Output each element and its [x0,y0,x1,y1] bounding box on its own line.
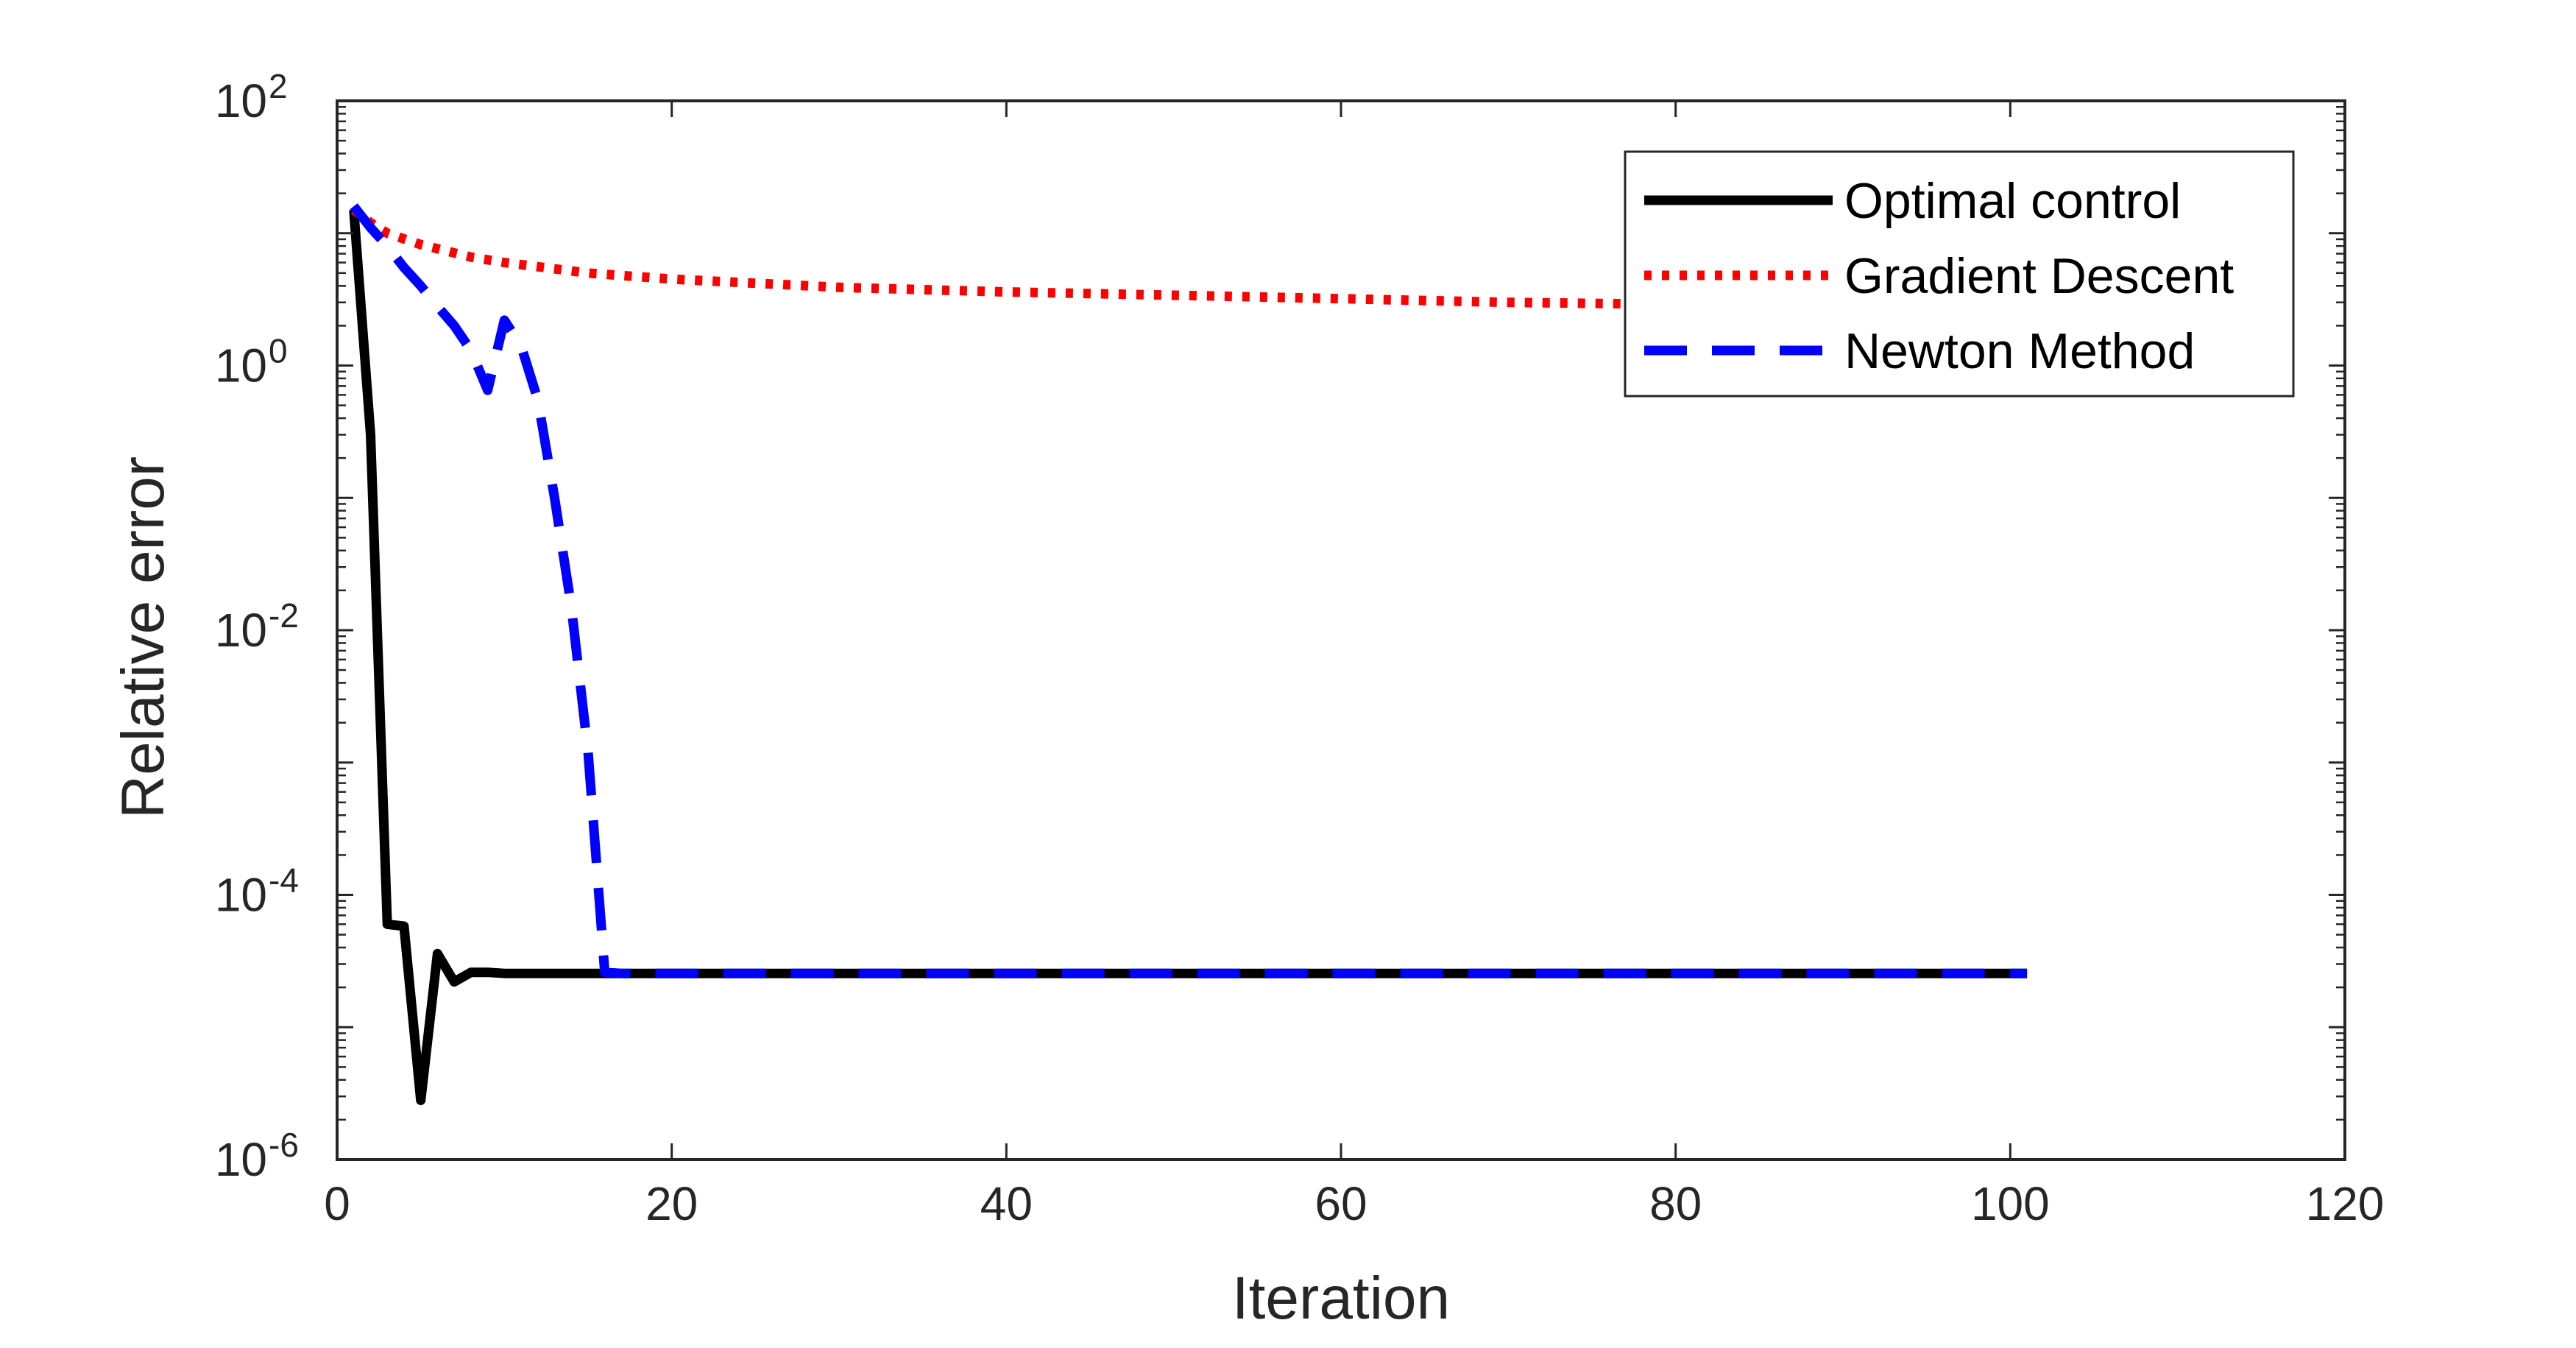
y-tick-base: 10 [215,869,267,922]
y-tick-exponent: 0 [269,332,288,370]
legend: Optimal control Gradient Descent Newton Me… [1624,150,2295,398]
y-tick-label: 10 -6 [215,1126,299,1186]
y-tick-base: 10 [215,74,267,127]
series-line-newton-method [350,203,2028,978]
legend-label: Gradient Descent [1844,248,2234,304]
y-tick-exponent: -6 [269,1126,299,1164]
series-layer [349,203,2028,1106]
y-tick-label: 10 -4 [215,861,299,922]
y-tick-exponent: -4 [269,861,299,900]
series-line-optimal-control [349,209,2028,1106]
y-tick-base: 10 [215,1133,267,1186]
y-tick-exponent: -2 [269,596,299,635]
y-tick-exponent: 2 [269,67,288,105]
y-tick-base: 10 [215,339,267,392]
x-tick-label: 60 [1314,1177,1367,1230]
y-tick-label: 10 0 [215,332,288,392]
y-tick-label: 10 -2 [215,596,299,657]
x-tick-label: 40 [980,1177,1033,1230]
x-tick-labels: 0 20 40 60 80 100 120 [324,1177,2384,1230]
series-line-gradient-descent [350,205,2028,314]
legend-label: Optimal control [1844,173,2181,229]
y-axis-title: Relative error [110,456,177,819]
y-tick-base: 10 [215,604,267,657]
plot-frame [336,99,2346,1161]
y-tick-label: 10 2 [215,67,288,127]
x-tick-label: 20 [645,1177,698,1230]
x-axis-title: Iteration [1232,1265,1450,1332]
x-tick-label: 120 [2306,1177,2385,1230]
x-tick-label: 0 [324,1177,350,1230]
x-tick-label: 100 [1971,1177,2050,1230]
x-tick-label: 80 [1649,1177,1702,1230]
legend-label: Newton Method [1844,323,2195,379]
